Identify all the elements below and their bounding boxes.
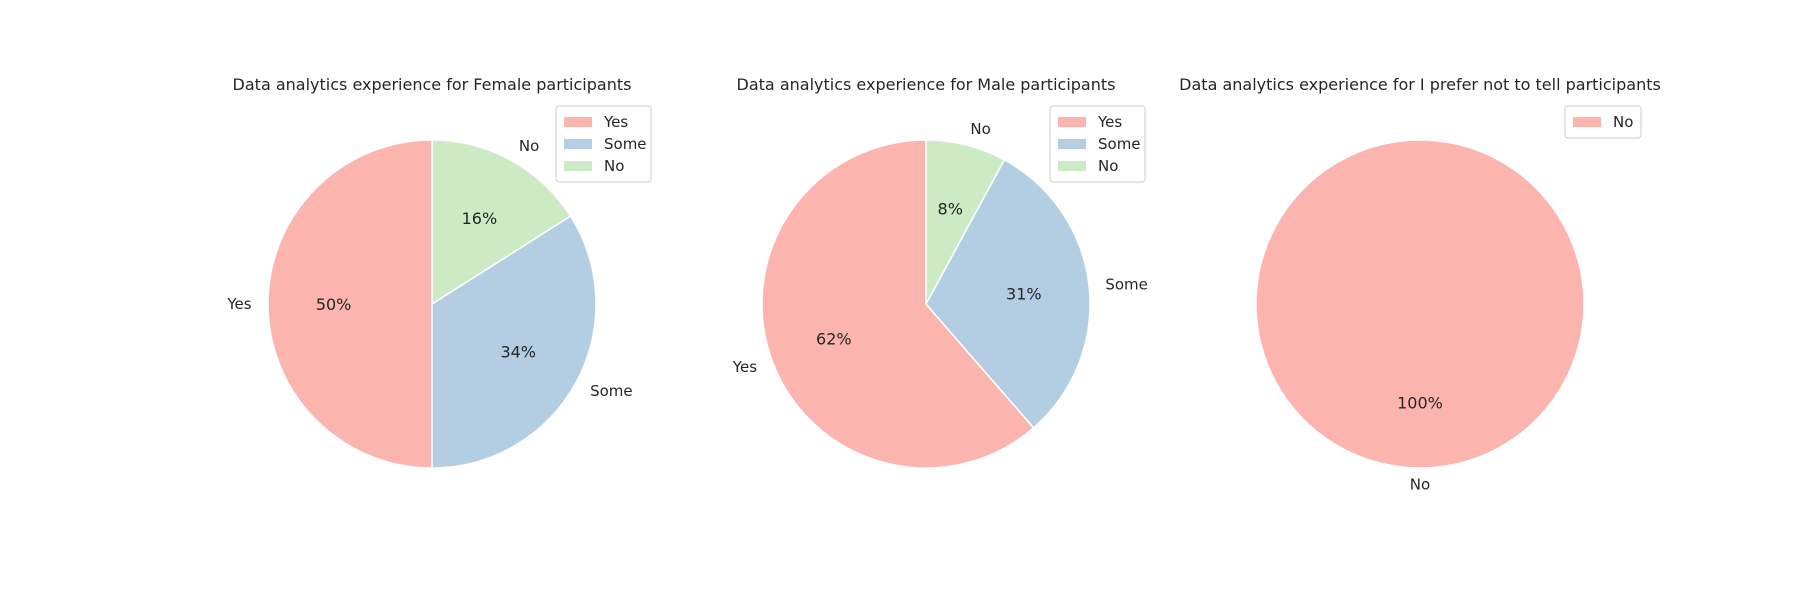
legend-label-yes: Yes: [603, 113, 628, 131]
slice-label-some: Some: [1105, 275, 1148, 293]
legend-label-some: Some: [1098, 135, 1141, 153]
pct-label-some: 34%: [500, 342, 536, 361]
legend-label-some: Some: [604, 135, 647, 153]
pct-label-no: 16%: [462, 209, 498, 228]
legend-label-no: No: [1098, 157, 1118, 175]
pie-slice-no: [925, 139, 1006, 305]
pie-slice-yes: [761, 139, 1035, 469]
legend-frame: [1564, 105, 1642, 139]
legend: No: [1564, 105, 1642, 139]
pie-chart-1: Data analytics experience for Female par…: [226, 75, 652, 469]
slice-label-yes: Yes: [226, 295, 251, 313]
pie-slice-yes: [267, 139, 433, 469]
slice-label-no: No: [970, 120, 990, 138]
slice-label-some: Some: [590, 382, 633, 400]
legend-swatch-yes: [564, 117, 592, 127]
pie-slice-no: [431, 139, 572, 305]
legend-swatch-no: [1573, 117, 1601, 127]
legend: Yes Some No: [1049, 105, 1146, 183]
chart-title: Data analytics experience for Female par…: [233, 75, 632, 94]
pie-slice-no: [1255, 139, 1585, 469]
chart-title: Data analytics experience for I prefer n…: [1179, 75, 1661, 94]
slice-label-yes: Yes: [732, 358, 757, 376]
legend-swatch-yes: [1058, 117, 1086, 127]
pct-label-no: 100%: [1397, 393, 1443, 412]
legend-label-no: No: [1613, 113, 1633, 131]
legend-label-yes: Yes: [1097, 113, 1122, 131]
pct-label-yes: 50%: [316, 295, 352, 314]
pct-label-yes: 62%: [816, 329, 852, 348]
chart-title: Data analytics experience for Male parti…: [737, 75, 1116, 94]
legend-swatch-no: [564, 161, 592, 171]
legend: Yes Some No: [555, 105, 652, 183]
pie-chart-3: Data analytics experience for I prefer n…: [1179, 75, 1661, 493]
legend-swatch-no: [1058, 161, 1086, 171]
pct-label-some: 31%: [1006, 284, 1042, 303]
slice-label-no: No: [1410, 475, 1430, 493]
pie-chart-2: Data analytics experience for Male parti…: [732, 75, 1148, 469]
pie-slice-some: [925, 159, 1091, 429]
pie-slice-some: [431, 215, 597, 469]
legend-label-no: No: [604, 157, 624, 175]
legend-swatch-some: [1058, 139, 1086, 149]
legend-swatch-some: [564, 139, 592, 149]
slice-label-no: No: [519, 137, 539, 155]
pct-label-no: 8%: [938, 200, 963, 219]
